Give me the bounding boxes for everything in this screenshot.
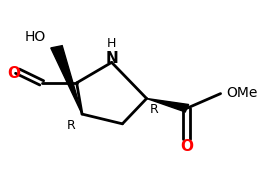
Text: R: R — [66, 119, 75, 132]
Text: R: R — [149, 103, 158, 116]
Polygon shape — [147, 98, 189, 112]
Polygon shape — [51, 46, 82, 114]
Text: OMe: OMe — [226, 86, 257, 100]
Text: O: O — [8, 66, 20, 81]
Text: O: O — [180, 139, 193, 154]
Text: H: H — [107, 37, 116, 50]
Text: N: N — [105, 51, 118, 66]
Text: HO: HO — [24, 30, 45, 44]
